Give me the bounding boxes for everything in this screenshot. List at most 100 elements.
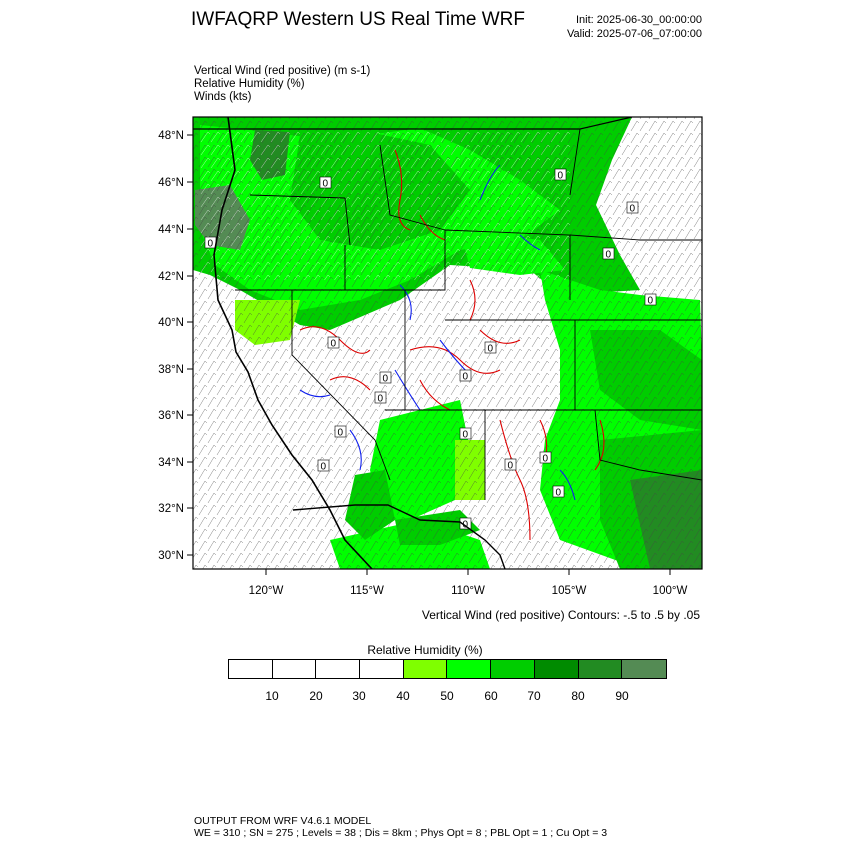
colorbar-box-3 — [360, 660, 404, 678]
colorbar-label: 10 — [265, 689, 279, 703]
svg-text:0: 0 — [321, 462, 327, 473]
svg-text:0: 0 — [606, 250, 612, 261]
contour-label: 0 — [626, 201, 639, 215]
lat-label: 32°N — [158, 503, 184, 515]
lat-label: 46°N — [158, 177, 184, 189]
political-boundaries — [193, 117, 702, 569]
svg-text:0: 0 — [508, 461, 514, 472]
field-label-relative-humidity: Relative Humidity (%) — [194, 78, 305, 90]
colorbar-box-1 — [272, 660, 317, 678]
svg-text:0: 0 — [331, 339, 337, 350]
contour-label: 0 — [374, 391, 387, 405]
contour-label: 0 — [644, 293, 657, 307]
colorbar-box-9 — [622, 660, 666, 678]
colorbar-box-6 — [491, 660, 535, 678]
lat-label: 36°N — [158, 410, 184, 422]
lat-label: 48°N — [158, 130, 184, 142]
contour-label: 0 — [334, 425, 347, 439]
contour-label: 0 — [484, 341, 497, 355]
footer-config: WE = 310 ; SN = 275 ; Levels = 38 ; Dis … — [194, 827, 608, 839]
svg-text:0: 0 — [558, 171, 564, 182]
footer-model: OUTPUT FROM WRF V4.6.1 MODEL — [194, 815, 372, 827]
svg-text:0: 0 — [463, 520, 469, 531]
svg-text:0: 0 — [648, 296, 654, 307]
or-wa-border — [249, 194, 351, 246]
contour-label: 0 — [554, 168, 567, 182]
contour-label: 0 — [504, 458, 517, 472]
ca-nv-border — [291, 290, 391, 481]
lon-ticks — [265, 569, 671, 575]
lat-label: 38°N — [158, 364, 184, 376]
lon-label: 120°W — [249, 585, 284, 597]
contour-label: 0 — [204, 236, 217, 250]
contour-label: 0 — [459, 369, 472, 383]
svg-text:0: 0 — [463, 372, 469, 383]
lat-label: 30°N — [158, 550, 184, 562]
lon-label: 115°W — [350, 585, 384, 597]
colorbar-label: 90 — [615, 689, 629, 703]
lon-label: 105°W — [552, 585, 587, 597]
colorbar-box-0 — [229, 660, 273, 678]
lat-label: 34°N — [158, 457, 184, 469]
colorbar-box-2 — [316, 660, 361, 678]
lon-labels: 120°W 115°W 110°W 105°W 100°W — [249, 585, 688, 597]
map-border — [192, 116, 703, 570]
nv-ut-border — [345, 289, 406, 411]
mt-nd-border — [569, 128, 581, 196]
colorbar-label: 70 — [527, 689, 541, 703]
colorbar-box-7 — [534, 660, 579, 678]
contour-label: 0 — [379, 371, 392, 385]
colorbar-box-5 — [447, 660, 492, 678]
svg-text:0: 0 — [556, 488, 562, 499]
contour-label: 0 — [602, 247, 615, 261]
plot-title: IWFAQRP Western US Real Time WRF — [191, 9, 525, 30]
field-label-winds: Winds (kts) — [194, 91, 252, 103]
lon-label: 110°W — [451, 585, 485, 597]
svg-text:0: 0 — [543, 454, 549, 465]
colorbar-box-8 — [578, 660, 623, 678]
colorbar — [228, 659, 667, 679]
contour-label: 0 — [317, 459, 330, 473]
contour-labels: 0 0 0 0 0 0 0 0 0 0 0 0 0 0 0 0 0 0 — [204, 168, 657, 531]
lat-label: 40°N — [158, 317, 184, 329]
svg-text:0: 0 — [378, 394, 384, 405]
run-times: Init: 2025-06-30_00:00:00 Valid: 2025-07… — [567, 13, 702, 41]
colorbar-label: 80 — [571, 689, 585, 703]
colorbar-title: Relative Humidity (%) — [367, 643, 483, 657]
lat-label: 42°N — [158, 271, 184, 283]
contour-label: 0 — [319, 176, 332, 190]
init-time: Init: 2025-06-30_00:00:00 — [576, 14, 702, 26]
map-frame: 0 0 0 0 0 0 0 0 0 0 0 0 0 0 0 0 0 0 — [193, 117, 702, 569]
contour-label: 0 — [459, 517, 472, 531]
contour-label: 0 — [552, 485, 565, 499]
svg-text:0: 0 — [383, 374, 389, 385]
colorbar-label: 40 — [396, 689, 410, 703]
sd-ne-border — [569, 234, 702, 241]
tx-border — [575, 409, 702, 481]
colorbar-label: 60 — [484, 689, 498, 703]
contour-label: 0 — [459, 427, 472, 441]
svg-text:0: 0 — [630, 204, 636, 215]
colorbar-label: 30 — [352, 689, 366, 703]
wind-barbs-light — [200, 130, 570, 280]
pacific-coastline — [213, 117, 373, 569]
lat-labels: 48°N 46°N 44°N 42°N 40°N 38°N 36°N 34°N … — [158, 130, 184, 562]
svg-text:0: 0 — [208, 239, 214, 250]
colorbar-label: 20 — [309, 689, 323, 703]
colorbar-label: 50 — [440, 689, 454, 703]
lon-label: 100°W — [653, 585, 688, 597]
lat-label: 44°N — [158, 224, 184, 236]
id-mt-border — [379, 144, 446, 231]
valid-time: Valid: 2025-07-06_07:00:00 — [567, 28, 702, 40]
svg-text:0: 0 — [338, 428, 344, 439]
contour-label: 0 — [539, 451, 552, 465]
mexico-border — [292, 504, 506, 569]
svg-text:0: 0 — [488, 344, 494, 355]
svg-text:0: 0 — [323, 179, 329, 190]
svg-text:0: 0 — [463, 430, 469, 441]
colorbar-box-4 — [403, 660, 448, 678]
contour-label: 0 — [327, 336, 340, 350]
lat-ticks — [187, 134, 193, 556]
field-label-vertical-wind: Vertical Wind (red positive) (m s-1) — [194, 65, 371, 77]
